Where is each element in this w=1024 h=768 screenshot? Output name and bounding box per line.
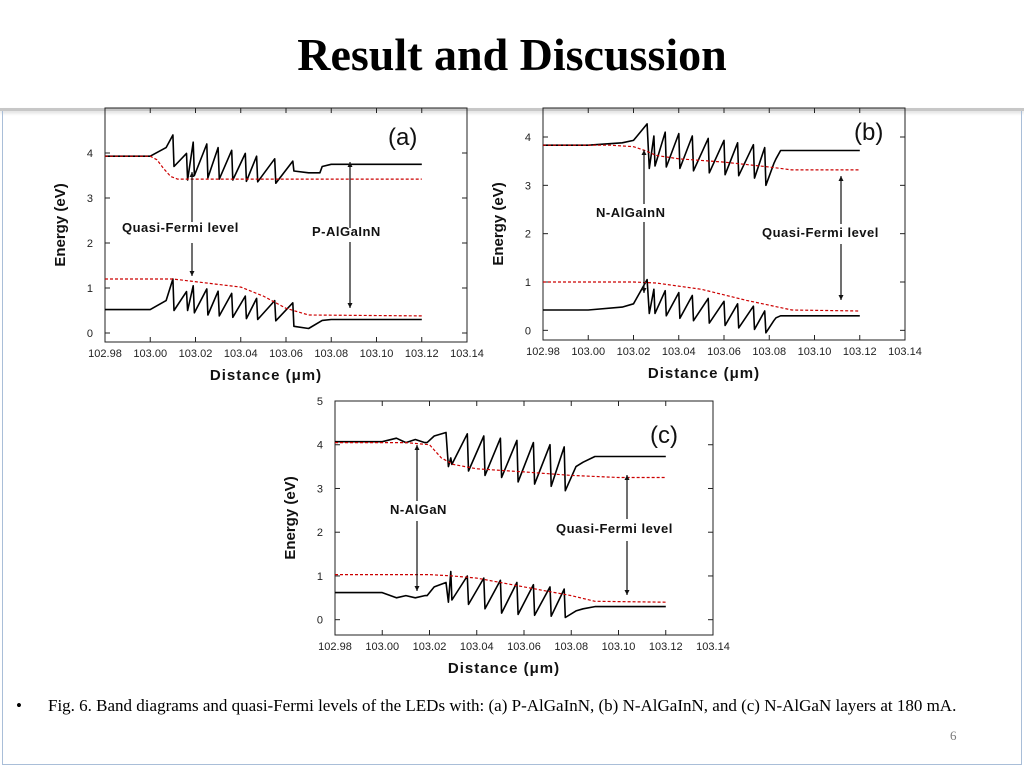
arrow-quasi-fermi-up-head [189,172,195,177]
y-tick-label: 5 [317,396,323,408]
x-tick-label: 103.12 [843,346,877,358]
x-tick-label: 103.08 [554,641,588,653]
x-tick-label: 103.02 [413,641,447,653]
y-tick-label: 2 [87,238,93,250]
y-axis-title: Energy (eV) [282,476,299,559]
x-tick-label: 103.14 [450,348,484,360]
valence-band-line [335,570,666,619]
x-tick-label: 103.00 [571,346,605,358]
x-tick-label: 103.04 [460,641,494,653]
annotation-quasi-fermi-label: Quasi-Fermi level [556,521,673,536]
arrow-quasi-fermi-down-head [838,295,844,300]
arrow-layer-down-head [347,303,353,308]
conduction-band-line [335,431,666,492]
valence-band-line [543,278,860,334]
conduction-quasi-fermi-line [105,155,422,180]
x-tick-label: 103.06 [707,346,741,358]
arrow-layer-down-head [641,288,647,293]
y-axis-title: Energy (eV) [52,183,69,266]
x-tick-label: 103.12 [405,348,439,360]
annotation-layer-label: P-AlGaInN [312,224,381,239]
annotation-quasi-fermi-label: Quasi-Fermi level [762,225,879,240]
y-tick-label: 3 [317,483,323,495]
x-tick-label: 103.00 [133,348,167,360]
x-tick-label: 103.12 [649,641,683,653]
y-tick-label: 1 [525,277,531,289]
arrow-quasi-fermi-down-head [624,590,630,595]
y-tick-label: 3 [525,180,531,192]
caption-bullet: • [16,696,22,715]
slide-title: Result and Discussion [297,29,727,80]
x-axis-title: Distance (μm) [648,365,760,382]
conduction-quasi-fermi-line [335,442,666,479]
valence-quasi-fermi-line [105,278,422,317]
conduction-band-line [543,123,860,187]
band-diagram-c: 102.98 103.00 103.02 103.04 103.06 103.08 103.… [282,396,730,677]
y-tick-label: 2 [525,229,531,241]
valence-band-line [105,278,422,330]
arrow-layer-up-head [347,162,353,167]
x-tick-label: 103.02 [179,348,213,360]
y-tick-label: 1 [317,571,323,583]
valence-quasi-fermi-line [335,574,666,603]
y-tick-label: 4 [525,132,531,144]
title-divider [0,108,1024,111]
x-axis-title: Distance (μm) [448,660,560,677]
y-tick-label: 0 [317,615,323,627]
x-tick-label: 103.14 [696,641,730,653]
y-axis-title: Energy (eV) [490,182,507,265]
x-axis-title: Distance (μm) [210,367,322,384]
conduction-band-line [105,134,422,184]
band-diagram-b: 102.98 103.00 103.02 103.04 103.06 103.08 103.… [490,107,922,382]
x-tick-label: 103.06 [269,348,303,360]
band-diagram-a: 102.98 103.00 103.02 103.04 103.06 103.08 103.… [52,107,484,384]
x-tick-label: 102.98 [88,348,122,360]
x-tick-label: 103.08 [752,346,786,358]
x-tick-label: 103.08 [314,348,348,360]
panel-label: (c) [650,422,678,449]
y-tick-label: 4 [317,440,323,452]
figure-caption: Fig. 6. Band diagrams and quasi-Fermi le… [48,696,957,715]
arrow-layer-up-head [641,150,647,155]
annotation-quasi-fermi-label: Quasi-Fermi level [122,220,239,235]
arrow-layer-up-head [414,445,420,450]
conduction-quasi-fermi-line [543,144,860,171]
y-tick-label: 3 [87,193,93,205]
arrow-quasi-fermi-up-head [624,475,630,480]
x-tick-label: 103.04 [662,346,696,358]
x-tick-label: 103.14 [888,346,922,358]
arrow-layer-down-head [414,586,420,591]
annotation-layer-label: N-AlGaInN [596,205,666,220]
y-tick-label: 1 [87,283,93,295]
x-tick-label: 103.02 [617,346,651,358]
y-tick-label: 0 [87,328,93,340]
x-tick-label: 103.06 [507,641,541,653]
page-number: 6 [950,728,957,743]
x-tick-label: 103.10 [798,346,832,358]
arrow-quasi-fermi-up-head [838,176,844,181]
x-tick-label: 103.04 [224,348,258,360]
x-tick-label: 103.10 [360,348,394,360]
content-frame [2,111,1022,765]
y-tick-label: 0 [525,325,531,337]
x-tick-label: 102.98 [526,346,560,358]
x-tick-label: 102.98 [318,641,352,653]
y-tick-label: 2 [317,527,323,539]
y-tick-label: 4 [87,148,93,160]
panel-label: (b) [854,119,883,146]
x-tick-label: 103.10 [602,641,636,653]
arrow-quasi-fermi-down-head [189,271,195,276]
annotation-layer-label: N-AlGaN [390,502,447,517]
valence-quasi-fermi-line [543,281,860,312]
panel-label: (a) [388,124,417,151]
x-tick-label: 103.00 [365,641,399,653]
